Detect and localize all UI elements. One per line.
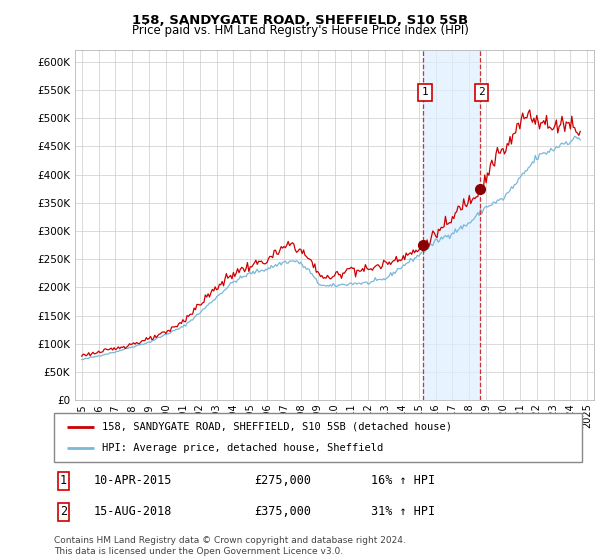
Text: £375,000: £375,000	[254, 505, 311, 519]
Text: 16% ↑ HPI: 16% ↑ HPI	[371, 474, 435, 487]
Text: 15-AUG-2018: 15-AUG-2018	[94, 505, 172, 519]
Text: 158, SANDYGATE ROAD, SHEFFIELD, S10 5SB: 158, SANDYGATE ROAD, SHEFFIELD, S10 5SB	[132, 14, 468, 27]
Text: Contains HM Land Registry data © Crown copyright and database right 2024.
This d: Contains HM Land Registry data © Crown c…	[54, 536, 406, 556]
FancyBboxPatch shape	[54, 413, 582, 462]
Bar	[424, 50, 480, 400]
Text: 2: 2	[478, 87, 485, 97]
Text: 10-APR-2015: 10-APR-2015	[94, 474, 172, 487]
Text: Price paid vs. HM Land Registry's House Price Index (HPI): Price paid vs. HM Land Registry's House …	[131, 24, 469, 37]
Text: 158, SANDYGATE ROAD, SHEFFIELD, S10 5SB (detached house): 158, SANDYGATE ROAD, SHEFFIELD, S10 5SB …	[101, 422, 452, 432]
Text: £275,000: £275,000	[254, 474, 311, 487]
Text: 1: 1	[60, 474, 67, 487]
Text: 1: 1	[422, 87, 428, 97]
Text: 31% ↑ HPI: 31% ↑ HPI	[371, 505, 435, 519]
Text: HPI: Average price, detached house, Sheffield: HPI: Average price, detached house, Shef…	[101, 443, 383, 453]
Text: 2: 2	[60, 505, 67, 519]
